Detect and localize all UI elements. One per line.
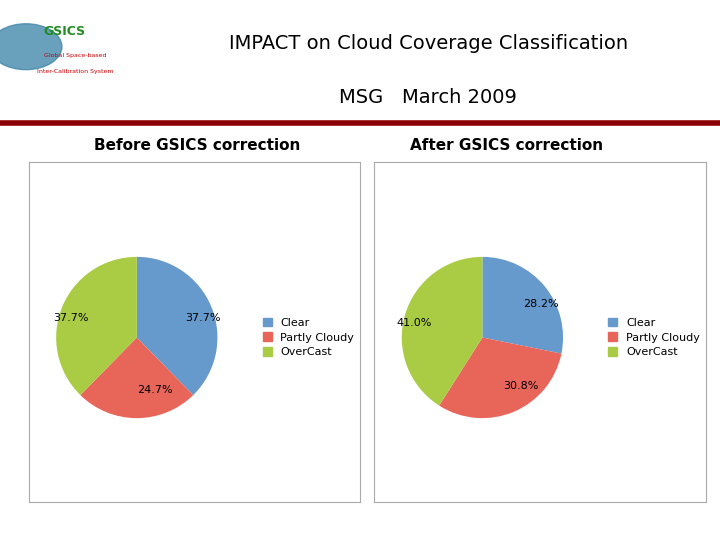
Wedge shape xyxy=(439,338,562,418)
Text: After GSICS correction: After GSICS correction xyxy=(410,138,603,153)
Wedge shape xyxy=(137,257,217,395)
Text: 37.7%: 37.7% xyxy=(53,313,89,323)
Text: 24.7%: 24.7% xyxy=(137,385,172,395)
Wedge shape xyxy=(482,257,563,354)
Legend: Clear, Partly Cloudy, OverCast: Clear, Partly Cloudy, OverCast xyxy=(259,315,358,360)
Text: Before GSICS correction: Before GSICS correction xyxy=(94,138,300,153)
Wedge shape xyxy=(81,338,193,418)
Text: 28.2%: 28.2% xyxy=(523,299,559,309)
Text: IMPACT on Cloud Coverage Classification: IMPACT on Cloud Coverage Classification xyxy=(229,33,628,53)
Wedge shape xyxy=(402,257,482,406)
Text: 37.7%: 37.7% xyxy=(185,313,221,323)
Circle shape xyxy=(0,24,62,70)
Legend: Clear, Partly Cloudy, OverCast: Clear, Partly Cloudy, OverCast xyxy=(605,315,703,360)
Wedge shape xyxy=(56,257,137,395)
Text: Global Space-based: Global Space-based xyxy=(44,53,106,58)
Text: 41.0%: 41.0% xyxy=(397,318,432,328)
Text: Inter-Calibration System: Inter-Calibration System xyxy=(37,69,113,74)
Text: MSG   March 2009: MSG March 2009 xyxy=(339,87,518,107)
Text: GSICS: GSICS xyxy=(44,25,86,38)
Text: 30.8%: 30.8% xyxy=(503,381,539,391)
